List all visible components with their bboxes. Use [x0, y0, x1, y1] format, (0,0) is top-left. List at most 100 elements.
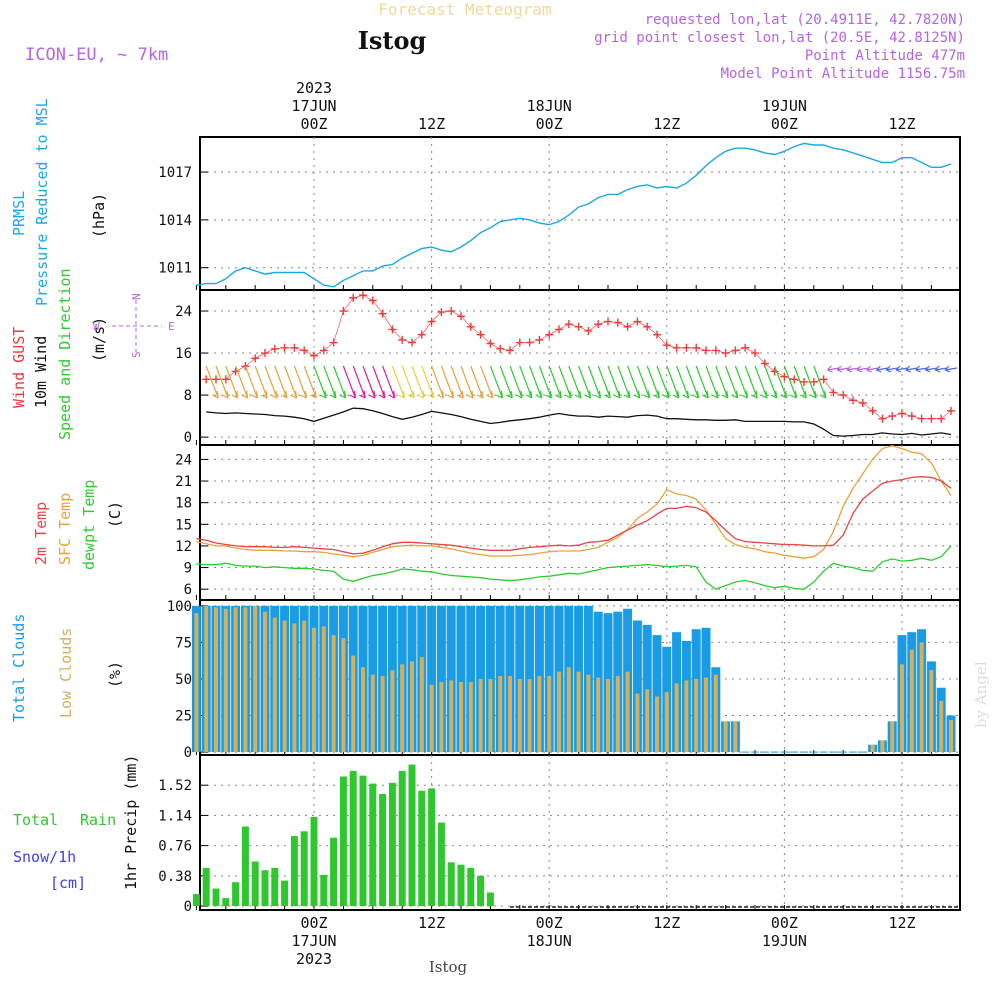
wind-direction-arrow [382, 365, 396, 399]
wind-direction-arrow [597, 365, 611, 399]
wind-direction-arrow [303, 365, 317, 399]
plot-area: 1011 1014 1017 0 8 16 24 6 9 12 15 18 21 24 0 25 50 75 100… [158, 79, 961, 968]
wind-direction-arrow [401, 365, 415, 399]
y-tick-label: 0 [184, 430, 192, 446]
gust-marker [221, 375, 230, 384]
gust-marker [349, 293, 358, 302]
y-tick-label: 1017 [158, 165, 192, 181]
gust-marker [466, 322, 475, 331]
gust-marker [427, 317, 436, 326]
low-cloud-bar [919, 642, 924, 753]
wind-direction-arrow [440, 365, 454, 399]
time-label-top: 18JUN [527, 97, 572, 115]
gust-marker [927, 414, 936, 423]
y-tick-label: 9 [184, 561, 192, 577]
rain-bar [212, 888, 220, 907]
low-cloud-bar [733, 721, 738, 753]
gust-marker [525, 338, 534, 347]
snow-label: Snow/1h [13, 848, 76, 866]
low-cloud-bar [596, 677, 601, 753]
time-label-bottom: 12Z [418, 914, 445, 932]
total-cloud-bar [466, 605, 476, 753]
y-tick-label: 1011 [158, 261, 192, 277]
low-cloud-bar [498, 676, 503, 753]
rain-bar [320, 875, 328, 907]
gust-marker [378, 309, 387, 318]
gust-marker [692, 343, 701, 352]
wind-direction-arrow [666, 365, 680, 399]
low-cloud-bar [253, 605, 258, 753]
low-cloud-bar [282, 620, 287, 753]
location-title: Istog [358, 26, 427, 55]
wind-direction-arrow [333, 365, 347, 399]
rain-bar [437, 822, 445, 907]
low-cloud-bar [870, 744, 875, 753]
low-cloud-bar [694, 678, 699, 753]
wind-direction-arrow [725, 365, 739, 399]
wind-direction-arrow [284, 365, 298, 399]
rain-bar [388, 782, 396, 907]
rain-bar [339, 776, 347, 907]
wind-direction-arrow [803, 365, 817, 399]
gust-marker [447, 307, 456, 316]
gust-marker [947, 406, 955, 415]
gust-marker [653, 330, 661, 339]
low-cloud-bar [949, 719, 953, 753]
low-cloud-bar [645, 689, 650, 753]
product-title: Forecast Meteogram [378, 0, 551, 19]
low-cloud-bar [302, 620, 307, 753]
wind-direction-arrow [826, 365, 840, 373]
y-tick-label: 18 [175, 496, 192, 512]
wind-direction-arrow [274, 365, 288, 399]
pressure-label-2: Pressure Reduced to MSL [33, 98, 51, 306]
gridpoint-coords: grid point closest lon,lat (20.5E, 42.81… [594, 30, 965, 46]
clouds-unit: (%) [106, 661, 124, 688]
time-label-top: 00Z [771, 115, 798, 133]
gust-marker [584, 326, 593, 335]
gust-marker [662, 341, 671, 350]
gust-marker [270, 344, 279, 353]
low-cloud-bar [400, 664, 405, 753]
low-cloud-bar [655, 696, 659, 753]
rain-bar [202, 867, 210, 907]
wind-direction-arrow [568, 365, 582, 399]
gust-marker [849, 396, 857, 405]
rain-bar [428, 788, 436, 907]
time-label-bottom: 19JUN [762, 932, 807, 950]
time-label-bottom: 00Z [771, 914, 798, 932]
wind-direction-arrow [627, 365, 641, 399]
total-clouds-label: Total Clouds [10, 614, 28, 722]
gust-marker [829, 388, 838, 397]
wind-speed-line [206, 407, 952, 437]
low-cloud-bar [459, 681, 463, 753]
rain-bar [418, 790, 426, 907]
wind-direction-arrow [470, 365, 484, 399]
low-cloud-bar [547, 676, 552, 753]
low-cloud-bar [880, 740, 885, 753]
time-label-bottom: 12Z [888, 914, 915, 932]
wind-direction-arrow [342, 365, 356, 399]
point-altitude: Point Altitude 477m [805, 48, 965, 64]
wind-direction-arrow [793, 365, 807, 399]
wind-direction-arrow [734, 365, 748, 399]
time-label-top: 2023 [296, 79, 332, 97]
y-tick-label: 24 [175, 452, 192, 468]
low-cloud-bar [223, 608, 228, 753]
low-cloud-bar [390, 670, 395, 753]
low-cloud-bar [439, 681, 444, 753]
wind-direction-arrow [254, 365, 268, 399]
low-cloud-bar [625, 671, 630, 753]
model-label: ICON-EU, ~ 7km [25, 45, 168, 65]
gust-marker [496, 344, 505, 353]
gust-marker [907, 412, 916, 421]
wind-direction-arrow [646, 365, 660, 399]
low-cloud-bar [909, 649, 914, 753]
low-cloud-bar [488, 678, 493, 753]
gust-marker [751, 349, 759, 358]
y-tick-label: 100 [167, 599, 192, 615]
wind-direction-arrow [519, 365, 533, 399]
gust-marker [643, 322, 652, 331]
wind-direction-arrow [774, 365, 788, 399]
gust-marker [790, 375, 799, 384]
